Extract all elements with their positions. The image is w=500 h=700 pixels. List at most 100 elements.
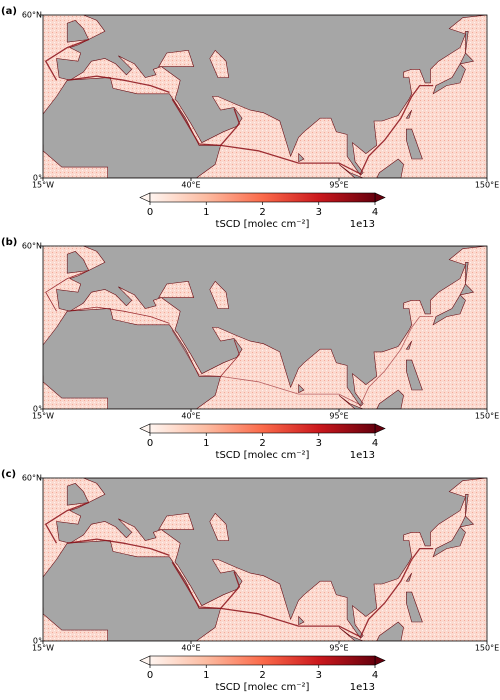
ship-track (171, 316, 434, 406)
colorbar-scale: 1e13 (350, 219, 375, 230)
colorbar-tick-label: 3 (316, 438, 322, 449)
map-frame (42, 477, 488, 642)
colorbar-tick-label: 3 (316, 207, 322, 218)
land (298, 152, 305, 163)
ship-track (44, 501, 89, 544)
colorbar-tick-label: 2 (259, 670, 265, 681)
lon-tick-label: 15°W (32, 644, 54, 653)
land (405, 109, 412, 119)
lon-tick-label: 95°E (329, 644, 348, 653)
colorbar-tick-label: 2 (259, 438, 265, 449)
land (376, 389, 404, 409)
map-panel (43, 15, 487, 178)
lon-tick-label: 95°E (329, 181, 348, 190)
colorbar-tick-label: 1 (203, 670, 209, 681)
lat-tick-label: 0° (33, 174, 42, 183)
colorbar-scale: 1e13 (350, 450, 375, 461)
land (459, 283, 475, 296)
ship-track (67, 75, 170, 94)
land (298, 383, 305, 394)
land (459, 52, 475, 65)
lon-tick-label: 15°W (32, 412, 54, 421)
colorbar-tick-label: 1 (203, 207, 209, 218)
ship-track (220, 108, 241, 146)
land (405, 340, 412, 350)
colorbar-tick-label: 0 (147, 207, 153, 218)
land (465, 261, 469, 285)
colorbar-extend-max (374, 423, 386, 434)
land (432, 294, 466, 326)
colorbar-extend-min (139, 655, 151, 666)
land (405, 359, 423, 391)
colorbar (149, 423, 376, 434)
lat-tick-label: 60°N (22, 242, 42, 251)
land (56, 478, 487, 639)
map-frame (42, 245, 488, 410)
lat-tick-label: 60°N (22, 474, 42, 483)
colorbar-extend-max (374, 192, 386, 203)
inland-sea (209, 49, 230, 78)
colorbar-tick-label: 4 (372, 438, 378, 449)
ship-track (67, 306, 170, 324)
land (376, 158, 404, 178)
colorbar-tick-label: 3 (316, 670, 322, 681)
land (459, 515, 475, 528)
colorbar-tick-label: 1 (203, 438, 209, 449)
lon-tick-label: 40°E (181, 412, 200, 421)
colorbar-scale: 1e13 (350, 682, 375, 693)
land (66, 251, 90, 274)
colorbar-label: tSCD [molec cm⁻²] (216, 450, 310, 461)
ship-track (171, 547, 434, 638)
land (376, 621, 404, 641)
land (338, 164, 364, 178)
colorbar-tick-label: 0 (147, 670, 153, 681)
colorbar-tick-label: 4 (372, 670, 378, 681)
land (66, 20, 90, 43)
colorbar-tick-label: 2 (259, 207, 265, 218)
land (432, 526, 466, 558)
ship-track (45, 270, 89, 312)
inland-sea (209, 512, 230, 541)
colorbar-extend-min (139, 423, 151, 434)
land (405, 128, 423, 160)
lon-tick-label: 15°W (32, 181, 54, 190)
lon-tick-label: 150°E (475, 644, 499, 653)
land (338, 627, 364, 641)
map-frame (42, 14, 488, 179)
colorbar-label: tSCD [molec cm⁻²] (216, 682, 310, 693)
lon-tick-label: 95°E (329, 412, 348, 421)
colorbar (149, 655, 376, 666)
colorbar-extend-min (139, 192, 151, 203)
inland-sea (158, 512, 195, 530)
lon-tick-label: 150°E (475, 412, 499, 421)
inland-sea (209, 280, 230, 309)
ship-track (220, 571, 241, 609)
lon-tick-label: 40°E (181, 644, 200, 653)
panel-label: (b) (1, 237, 17, 248)
land (66, 483, 90, 506)
inland-sea (158, 280, 195, 298)
land (432, 63, 466, 95)
map-panel (43, 246, 487, 409)
colorbar-extend-max (374, 655, 386, 666)
land (298, 615, 305, 626)
land (405, 591, 423, 623)
ship-track (171, 84, 434, 175)
lon-tick-label: 40°E (181, 181, 200, 190)
land (338, 395, 364, 409)
lat-tick-label: 0° (33, 405, 42, 414)
land (465, 493, 469, 517)
colorbar-label: tSCD [molec cm⁻²] (216, 219, 310, 230)
lon-tick-label: 150°E (475, 181, 499, 190)
lat-tick-label: 60°N (22, 11, 42, 20)
ship-track (220, 339, 240, 377)
land (465, 30, 469, 54)
inland-sea (158, 49, 195, 67)
map-panel (43, 478, 487, 641)
colorbar-tick-label: 4 (372, 207, 378, 218)
land (56, 246, 487, 407)
ship-track (44, 38, 89, 81)
lat-tick-label: 0° (33, 637, 42, 646)
ship-track (67, 538, 170, 557)
